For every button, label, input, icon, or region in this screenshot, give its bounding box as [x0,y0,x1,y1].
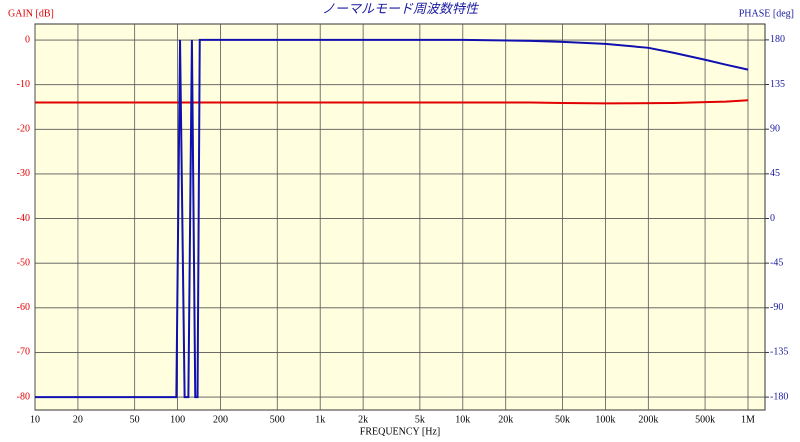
x-tick-label: 10k [455,414,470,425]
y2-tick-label: 135 [770,79,785,90]
y-tick-label: -80 [17,391,30,402]
x-tick-label: 20 [73,414,83,425]
x-tick-label: 10 [30,414,40,425]
y-tick-label: 0 [25,34,30,45]
series-line [35,99,749,105]
y-tick-label: -10 [17,79,30,90]
x-tick-label: 50 [130,414,140,425]
plot-area [34,23,766,411]
y-tick-label: -30 [17,168,30,179]
y-tick-label: -50 [17,257,30,268]
y2-tick-label: 180 [770,34,785,45]
series-line [35,38,749,399]
x-tick-label: 50k [555,414,570,425]
y2-tick-label: 0 [770,213,775,224]
y2-tick-label: 45 [770,168,780,179]
x-tick-label: 100k [595,414,615,425]
x-axis-label: FREQUENCY [Hz] [360,426,440,437]
x-tick-label: 1M [741,414,755,425]
x-tick-label: 200 [213,414,228,425]
y-tick-label: -70 [17,347,30,358]
y-tick-label: -40 [17,213,30,224]
y2-tick-label: -135 [770,347,788,358]
x-tick-label: 100 [170,414,185,425]
y2-tick-label: -45 [770,257,783,268]
y-tick-label: -20 [17,124,30,135]
x-tick-label: 5k [415,414,425,425]
x-tick-label: 2k [358,414,368,425]
y2-tick-label: 90 [770,123,780,134]
y2-axis-label: PHASE [deg] [739,8,794,19]
y-axis-label: GAIN [dB] [8,8,54,19]
x-tick-label: 1k [315,414,325,425]
y2-tick-label: -90 [770,302,783,313]
x-tick-label: 500k [695,414,715,425]
x-tick-label: 200k [638,414,658,425]
y2-tick-label: -180 [770,391,788,402]
y-tick-label: -60 [17,302,30,313]
chart-title: ノーマルモード周波数特性 [322,1,480,16]
x-tick-label: 20k [498,414,513,425]
x-tick-label: 500 [270,414,285,425]
